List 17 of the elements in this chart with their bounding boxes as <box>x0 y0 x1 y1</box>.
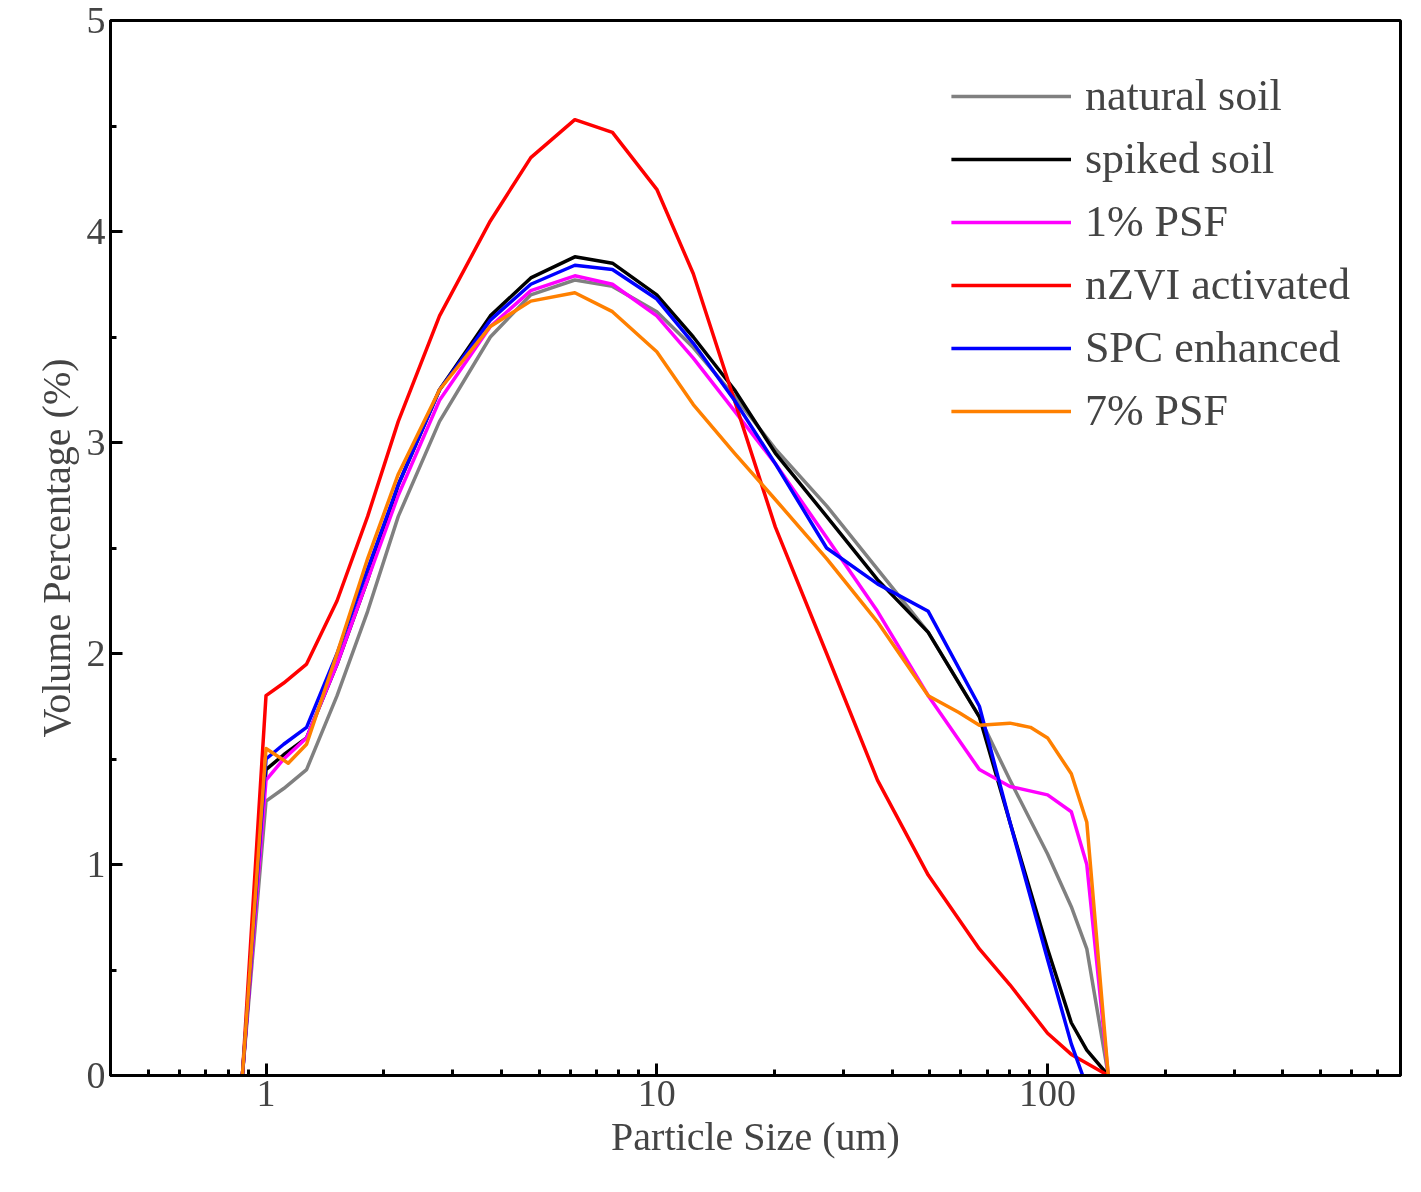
y-tick-label: 1 <box>86 843 106 885</box>
y-tick-label: 5 <box>86 0 106 41</box>
legend-label: natural soil <box>1084 70 1282 121</box>
legend-label: 1% PSF <box>1084 196 1228 247</box>
legend-label: SPC enhanced <box>1084 322 1341 373</box>
y-tick-label: 4 <box>86 210 106 252</box>
x-tick-label: 1 <box>256 1071 276 1114</box>
x-axis-title: Particle Size (um) <box>611 1113 900 1159</box>
legend-label: spiked soil <box>1084 133 1275 184</box>
x-tick-label: 10 <box>637 1071 676 1114</box>
y-tick-label: 3 <box>86 421 106 463</box>
legend-label: 7% PSF <box>1084 385 1228 436</box>
y-tick-label: 0 <box>86 1054 106 1096</box>
y-axis-title: Volume Percentage (%) <box>33 358 79 738</box>
legend-label: nZVI activated <box>1084 259 1350 310</box>
y-tick-label: 2 <box>86 632 106 674</box>
x-tick-label: 100 <box>1019 1071 1077 1114</box>
